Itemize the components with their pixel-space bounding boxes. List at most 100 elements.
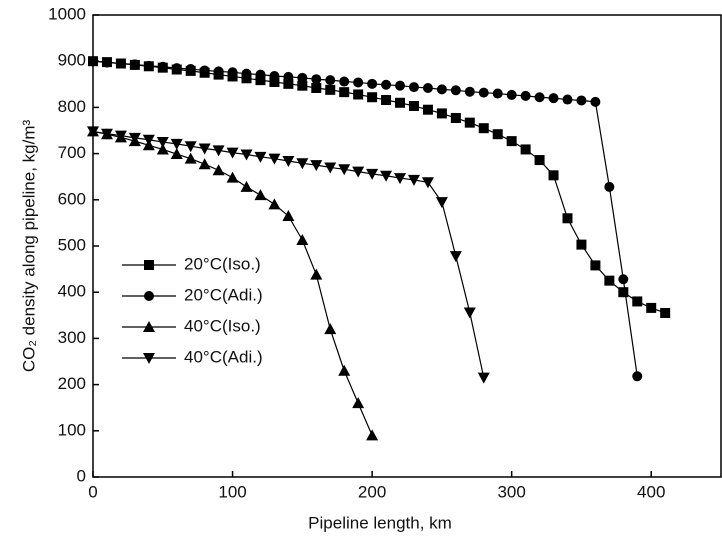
data-point bbox=[604, 181, 615, 192]
data-point bbox=[408, 101, 419, 112]
data-point bbox=[255, 75, 266, 86]
data-point bbox=[548, 93, 559, 104]
y-tick-label: 0 bbox=[77, 466, 86, 485]
data-point bbox=[590, 96, 601, 107]
data-point bbox=[395, 97, 406, 108]
data-point bbox=[324, 323, 337, 335]
series-line bbox=[92, 130, 485, 378]
x-tick-label: 400 bbox=[637, 482, 665, 501]
data-point bbox=[311, 82, 322, 93]
data-point bbox=[352, 166, 365, 178]
data-point bbox=[226, 171, 239, 183]
data-point bbox=[198, 143, 211, 155]
data-point bbox=[422, 82, 433, 93]
data-point bbox=[407, 174, 420, 186]
y-tick-label: 800 bbox=[58, 97, 86, 116]
data-point bbox=[297, 72, 308, 83]
data-point bbox=[114, 130, 127, 142]
data-point bbox=[436, 84, 447, 95]
data-point bbox=[534, 92, 545, 103]
y-tick-label: 900 bbox=[58, 51, 86, 70]
data-point bbox=[88, 56, 98, 67]
data-point bbox=[478, 87, 489, 98]
data-point bbox=[618, 287, 629, 298]
data-point bbox=[576, 239, 587, 250]
data-point bbox=[128, 132, 141, 144]
data-point bbox=[450, 113, 461, 124]
data-point bbox=[562, 213, 573, 224]
data-point bbox=[157, 61, 168, 72]
data-point bbox=[520, 90, 531, 101]
data-point bbox=[477, 372, 490, 384]
data-point bbox=[87, 126, 99, 138]
legend-label: 40°C(Iso.) bbox=[184, 316, 261, 335]
data-point bbox=[338, 164, 351, 176]
y-tick-label: 200 bbox=[58, 374, 86, 393]
data-point bbox=[450, 85, 461, 96]
data-point bbox=[632, 371, 643, 382]
data-point bbox=[310, 160, 323, 172]
data-point bbox=[268, 198, 281, 210]
data-point bbox=[590, 260, 601, 271]
data-point bbox=[366, 168, 379, 180]
data-point bbox=[492, 129, 503, 140]
x-tick-label: 200 bbox=[358, 482, 386, 501]
data-point bbox=[254, 189, 267, 201]
data-point bbox=[212, 164, 225, 176]
data-point bbox=[492, 88, 503, 99]
data-point bbox=[184, 141, 197, 153]
data-point bbox=[143, 60, 154, 71]
x-tick-label: 0 bbox=[88, 482, 97, 501]
data-point bbox=[156, 143, 169, 155]
legend-label: 40°C(Adi.) bbox=[184, 347, 263, 366]
data-point bbox=[381, 95, 392, 106]
y-tick-label: 300 bbox=[58, 328, 86, 347]
data-point bbox=[506, 136, 517, 147]
y-tick-label: 500 bbox=[58, 235, 86, 254]
data-point bbox=[240, 180, 253, 192]
y-tick-label: 1000 bbox=[48, 4, 86, 23]
data-point bbox=[478, 123, 489, 134]
data-point bbox=[660, 307, 671, 318]
data-point bbox=[142, 134, 155, 146]
data-point bbox=[353, 89, 364, 100]
data-point bbox=[464, 117, 475, 128]
data-point bbox=[241, 68, 252, 79]
data-point bbox=[184, 152, 197, 164]
data-point bbox=[213, 66, 224, 77]
data-point bbox=[324, 162, 337, 174]
data-point bbox=[421, 177, 434, 189]
data-point bbox=[394, 173, 407, 185]
y-tick-label: 400 bbox=[58, 282, 86, 301]
x-tick-label: 100 bbox=[218, 482, 246, 501]
data-point bbox=[506, 89, 517, 100]
data-point bbox=[269, 76, 280, 87]
legend-label: 20°C(Iso.) bbox=[184, 254, 261, 273]
data-point bbox=[408, 82, 419, 93]
data-point bbox=[325, 75, 336, 86]
data-point bbox=[464, 86, 475, 97]
data-point bbox=[311, 74, 322, 85]
data-point bbox=[283, 78, 294, 89]
data-point bbox=[366, 429, 379, 441]
y-tick-label: 100 bbox=[58, 420, 86, 439]
data-point bbox=[449, 251, 462, 263]
data-point bbox=[115, 58, 126, 69]
data-point bbox=[268, 153, 281, 165]
legend-label: 20°C(Adi.) bbox=[184, 285, 263, 304]
data-point bbox=[463, 307, 476, 319]
y-axis-label: CO₂ density along pipeline, kg/m³ bbox=[19, 120, 38, 373]
data-point bbox=[198, 158, 211, 170]
data-point bbox=[171, 63, 182, 74]
data-point bbox=[339, 87, 350, 98]
data-point bbox=[436, 108, 447, 119]
plot-frame bbox=[92, 14, 722, 478]
series-line bbox=[92, 60, 638, 377]
data-point bbox=[283, 71, 294, 82]
data-point bbox=[576, 95, 587, 106]
data-point bbox=[632, 296, 643, 307]
data-point bbox=[367, 78, 378, 89]
data-point bbox=[548, 170, 559, 181]
data-point bbox=[185, 64, 196, 75]
data-point bbox=[646, 302, 657, 313]
